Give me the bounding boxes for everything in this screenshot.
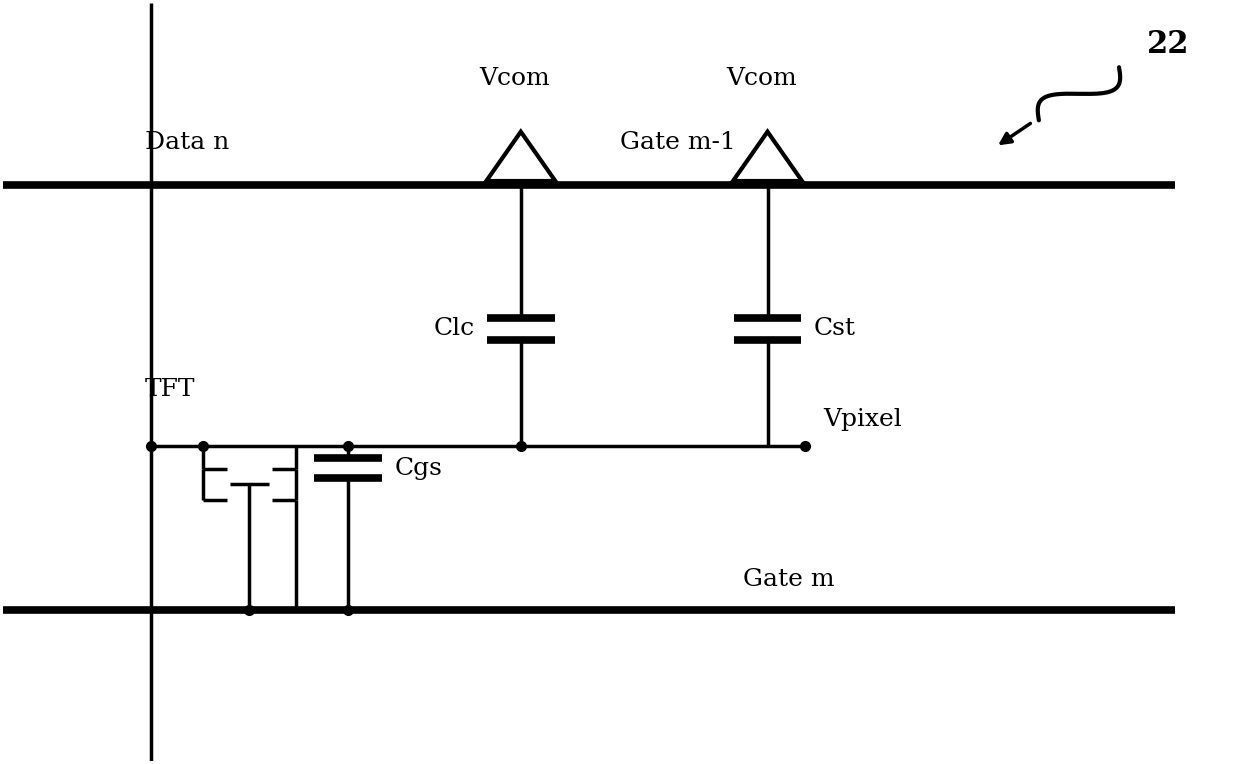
Text: Cst: Cst xyxy=(814,317,856,341)
Text: Vpixel: Vpixel xyxy=(823,408,902,432)
Text: TFT: TFT xyxy=(145,378,195,401)
Text: Cgs: Cgs xyxy=(394,457,442,480)
Text: 22: 22 xyxy=(1147,29,1189,60)
Text: Vcom: Vcom xyxy=(479,67,550,90)
Text: Data n: Data n xyxy=(145,131,229,154)
Text: Gate m-1: Gate m-1 xyxy=(620,131,735,154)
Text: Clc: Clc xyxy=(434,317,475,341)
Text: Vcom: Vcom xyxy=(726,67,797,90)
Text: Gate m: Gate m xyxy=(743,568,834,591)
